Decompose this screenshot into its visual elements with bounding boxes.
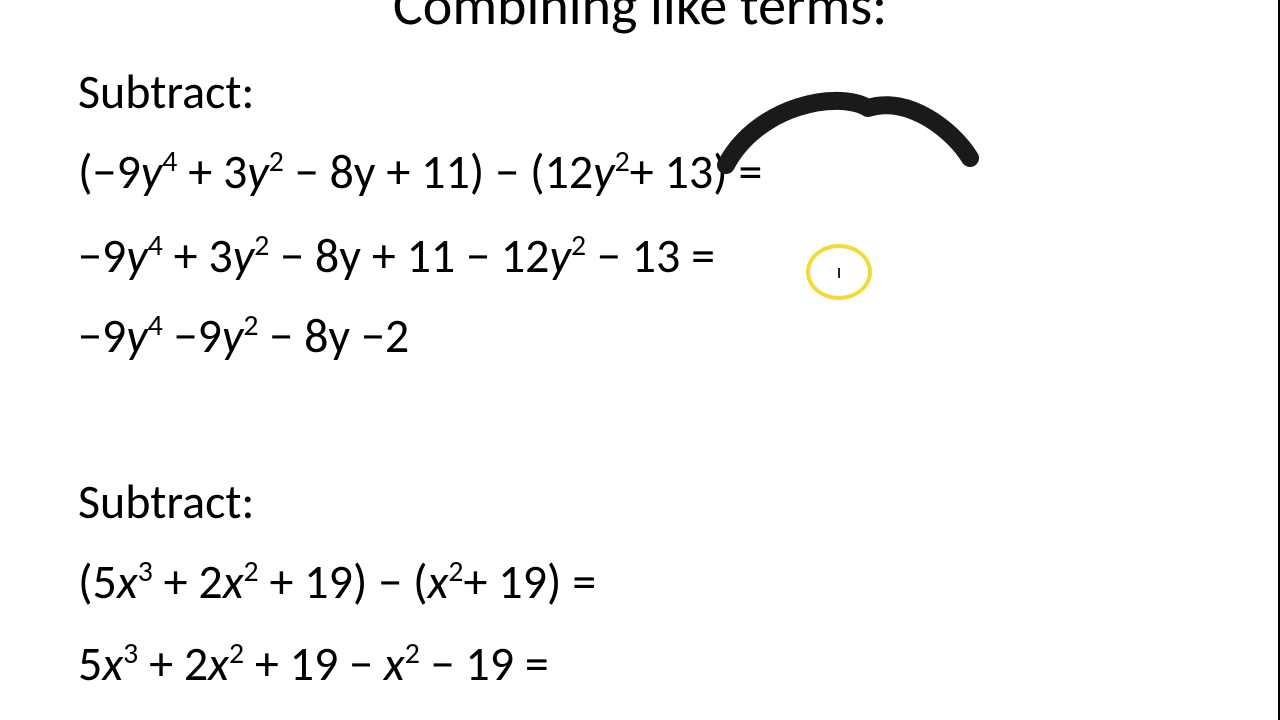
p1l1-t1: + 3 [177, 142, 247, 201]
p2l2-t1: + 2 [138, 634, 208, 693]
p1l1-v0: y [141, 142, 162, 201]
p1l1-t0: (−9 [78, 142, 141, 201]
p2l1-v2: x [428, 552, 449, 611]
problem1-line1: (−9y4 + 3y2 − 8y + 11) − (12y2+ 13) = [78, 148, 762, 196]
p1l1-e2: 2 [615, 143, 630, 179]
problem2-line1: (5x3 + 2x2 + 19) − (x2+ 19) = [78, 558, 596, 606]
slide-page: Combining like terms: Subtract: (−9y4 + … [0, 0, 1280, 720]
p2l1-v0: x [117, 552, 138, 611]
p1l2-t1: + 3 [163, 226, 233, 285]
p1l1-e0: 4 [162, 143, 177, 179]
p1l1-e1: 2 [269, 143, 284, 179]
p1l2-e0: 4 [148, 227, 163, 263]
p1l3-v0: y [126, 306, 147, 365]
p2l1-e0: 3 [138, 553, 153, 589]
p2l1-t0: (5 [78, 552, 117, 611]
p1l1-t2: − 8y + 11) − (12 [284, 142, 593, 201]
p2l1-e1: 2 [244, 553, 259, 589]
p1l1-v2: y [593, 142, 614, 201]
p1l2-e1: 2 [254, 227, 269, 263]
highlight-circle-icon: ı [806, 244, 872, 300]
problem2-label: Subtract: [78, 472, 254, 531]
problem1-line3: −9y4 −9y2 − 8y −2 [78, 312, 409, 360]
p2l2-e0: 3 [123, 635, 138, 671]
p1l3-t0: −9 [78, 306, 126, 365]
p2l2-v2: x [384, 634, 405, 693]
circle-tick: ı [837, 260, 842, 284]
p1l3-e1: 2 [243, 307, 258, 343]
slide-title: Combining like terms: [0, 0, 1280, 40]
p2l2-e1: 2 [229, 635, 244, 671]
problem2-line2: 5x3 + 2x2 + 19 − x2 − 19 = [78, 640, 549, 688]
p2l1-v1: x [223, 552, 244, 611]
p1l3-v1: y [222, 306, 243, 365]
p2l2-e2: 2 [405, 635, 420, 671]
p1l2-v0: y [126, 226, 147, 285]
problem1-label: Subtract: [78, 62, 254, 121]
p1l2-t3: − 13 = [586, 226, 715, 285]
p1l2-e2: 2 [571, 227, 586, 263]
p2l2-v1: x [208, 634, 229, 693]
problem1-line2: −9y4 + 3y2 − 8y + 11 − 12y2 − 13 = [78, 232, 715, 280]
p2l2-t3: − 19 = [420, 634, 549, 693]
p1l1-v1: y [247, 142, 268, 201]
p1l2-v1: y [233, 226, 254, 285]
p1l2-v2: y [550, 226, 571, 285]
p2l2-v0: x [102, 634, 123, 693]
p2l1-t3: + 19) = [463, 552, 596, 611]
p1l3-t2: − 8y −2 [258, 306, 409, 365]
p2l1-t2: + 19) − ( [259, 552, 428, 611]
p1l1-t3: + 13) = [630, 142, 763, 201]
p1l2-t2: − 8y + 11 − 12 [269, 226, 549, 285]
p1l2-t0: −9 [78, 226, 126, 285]
p2l2-t2: + 19 − [244, 634, 384, 693]
p1l3-t1: −9 [163, 306, 222, 365]
p2l1-t1: + 2 [153, 552, 223, 611]
p1l3-e0: 4 [148, 307, 163, 343]
p2l1-e2: 2 [448, 553, 463, 589]
p2l2-t0: 5 [78, 634, 102, 693]
